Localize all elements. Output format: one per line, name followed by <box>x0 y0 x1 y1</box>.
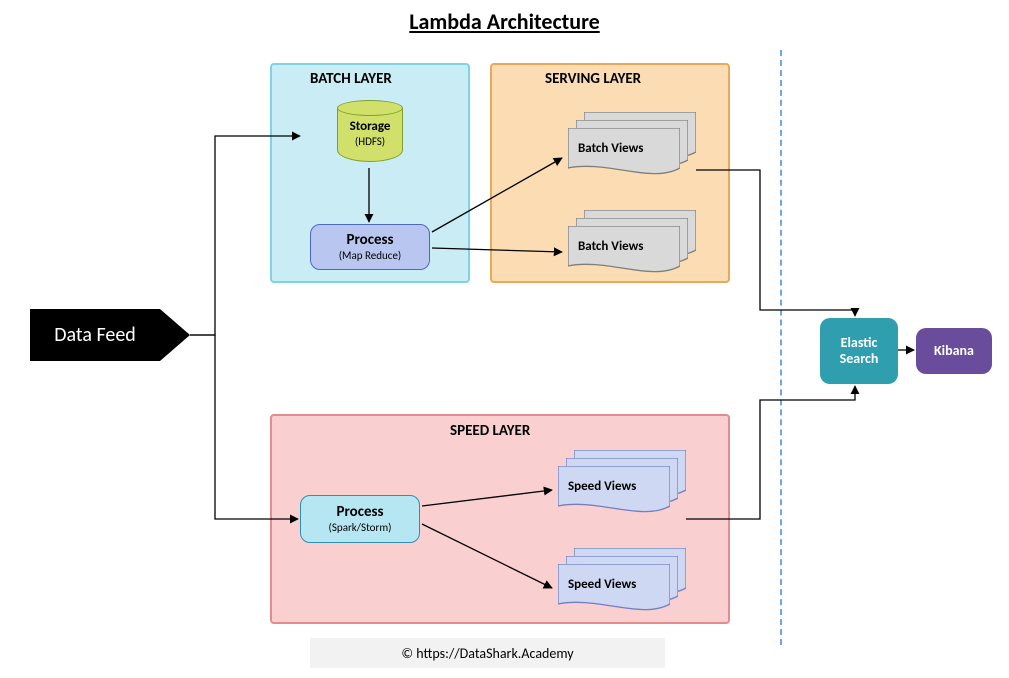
serving-layer-title: SERVING LAYER <box>545 70 641 88</box>
views-label: Batch Views <box>578 239 643 254</box>
elastic-search-node: Elastic Search <box>820 318 898 384</box>
storage-label: Storage (HDFS) <box>330 120 410 148</box>
kibana-node: Kibana <box>916 328 992 374</box>
speed-process-sub: (Spark/Storm) <box>329 522 392 534</box>
diagram-title: Lambda Architecture <box>0 8 1009 35</box>
views-label: Speed Views <box>568 479 636 494</box>
diagram-canvas: Lambda Architecture BATCH LAYER Storage … <box>0 0 1009 678</box>
storage-subtitle: (HDFS) <box>330 136 410 148</box>
storage-title: Storage <box>330 120 410 134</box>
data-feed-node: Data Feed <box>30 309 190 361</box>
batch-layer-title: BATCH LAYER <box>310 70 392 88</box>
batch-views-stack-1: Batch Views <box>568 112 696 176</box>
speed-process-node: Process (Spark/Storm) <box>300 495 420 543</box>
speed-process-title: Process <box>337 504 384 521</box>
batch-process-node: Process (Map Reduce) <box>310 224 430 270</box>
batch-views-stack-2: Batch Views <box>568 210 696 274</box>
section-divider <box>780 50 782 645</box>
speed-views-stack-2: Speed Views <box>558 548 686 612</box>
batch-process-sub: (Map Reduce) <box>339 250 402 262</box>
data-feed-arrow-icon <box>160 309 190 361</box>
views-label: Batch Views <box>578 141 643 156</box>
storage-cylinder-top <box>337 100 403 116</box>
attribution-footer: © https://DataShark.Academy <box>310 638 665 668</box>
speed-layer-title: SPEED LAYER <box>450 422 530 440</box>
views-label: Speed Views <box>568 577 636 592</box>
batch-process-title: Process <box>347 232 394 249</box>
data-feed-label: Data Feed <box>30 309 160 361</box>
speed-views-stack-1: Speed Views <box>558 450 686 514</box>
